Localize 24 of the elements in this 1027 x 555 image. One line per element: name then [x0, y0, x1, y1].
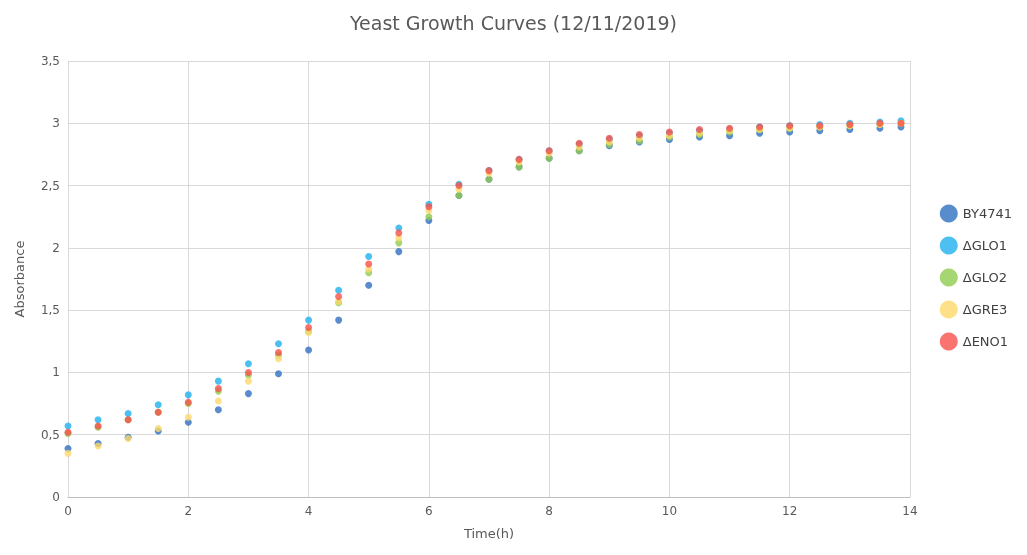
- y-axis-title: Absorbance: [12, 240, 27, 318]
- legend-label: ΔGLO2: [962, 270, 1008, 285]
- legend-label: BY4741: [962, 206, 1012, 221]
- legend-label: ΔENO1: [962, 334, 1009, 349]
- y-tick-label: 1: [52, 365, 60, 380]
- legend-label: ΔGRE3: [962, 302, 1008, 317]
- x-tick-label: 4: [304, 504, 313, 518]
- chart-title: Yeast Growth Curves (12/11/2019): [349, 11, 677, 34]
- y-tick-label: 3: [52, 116, 60, 131]
- y-tick-label: 1,5: [40, 303, 60, 318]
- x-axis-title: Time(h): [462, 526, 515, 541]
- y-tick-label: 2: [52, 240, 60, 255]
- x-tick-label: 10: [661, 504, 678, 518]
- x-tick-label: 12: [782, 504, 798, 518]
- legend-label: ΔGLO1: [962, 238, 1008, 253]
- x-tick-label: 8: [545, 504, 553, 518]
- y-tick-label: 0,5: [40, 427, 60, 442]
- y-tick-label: 2,5: [40, 178, 60, 193]
- x-tick-label: 0: [64, 504, 72, 518]
- y-tick-label: 3,5: [40, 54, 60, 68]
- y-tick-label: 0: [52, 490, 60, 504]
- x-tick-label: 14: [902, 504, 918, 518]
- x-tick-label: 6: [425, 504, 433, 518]
- x-tick-label: 2: [184, 504, 193, 518]
